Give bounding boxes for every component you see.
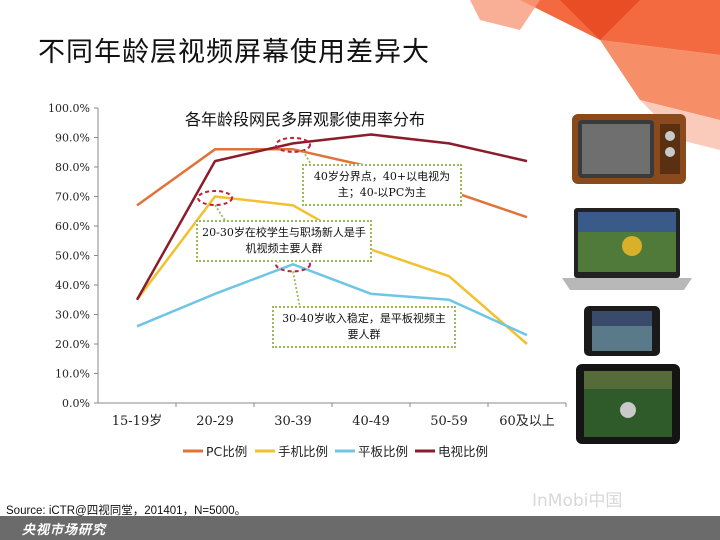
- footer-text: 央视市场研究: [22, 523, 107, 538]
- x-tick-labels: 15-19岁 20-29 30-39 40-49 50-59 60及以上: [112, 414, 555, 429]
- slide-title: 不同年龄层视频屏幕使用差异大: [38, 37, 430, 68]
- annotation-connector: [302, 150, 313, 167]
- tablet-image: [584, 306, 660, 356]
- y-tick-label: 100.0%: [48, 102, 90, 115]
- tv-image: [572, 114, 686, 184]
- x-tick-label: 30-39: [274, 414, 311, 429]
- y-tick-label: 80.0%: [55, 161, 90, 174]
- legend-label: 平板比例: [358, 444, 408, 459]
- source-note: Source: iCTR@四视同堂，201401，N=5000。: [6, 505, 247, 517]
- y-tick-label: 10.0%: [55, 368, 90, 381]
- footer-bar: 央视市场研究: [0, 516, 720, 540]
- x-tick-label: 50-59: [430, 414, 467, 429]
- y-tick-label: 30.0%: [55, 309, 90, 322]
- highlight-circle: [197, 189, 233, 206]
- annotation-40-split: 40岁分界点，40+以电视为主；40-以PC为主: [302, 164, 462, 206]
- y-tick-label: 70.0%: [55, 191, 90, 204]
- laptop-image: [562, 208, 692, 290]
- highlight-circle: [275, 136, 311, 153]
- annotation-tablet-group: 30-40岁收入稳定，是平板视频主要人群: [272, 306, 456, 348]
- x-tick-label: 15-19岁: [112, 414, 162, 429]
- annotation-mobile-group: 20-30岁在校学生与职场新人是手机视频主要人群: [196, 220, 372, 262]
- series-line-3: [135, 133, 528, 301]
- y-tick-label: 40.0%: [55, 279, 90, 292]
- series-line-2: [136, 263, 528, 337]
- y-tick-label: 50.0%: [55, 250, 90, 263]
- legend: PC比例 手机比例 平板比例 电视比例: [183, 444, 488, 459]
- x-tick-label: 20-29: [196, 414, 233, 429]
- decorative-shapes: [470, 0, 720, 150]
- y-tick-label: 60.0%: [55, 220, 90, 233]
- y-tick-labels: 0.0% 10.0% 20.0% 30.0% 40.0% 50.0% 60.0% 70.0% 8…: [48, 102, 90, 410]
- chart-title: 各年龄段网民多屏观影使用率分布: [185, 110, 425, 129]
- series-line-0: [136, 148, 528, 219]
- x-tick-label: 60及以上: [499, 414, 555, 429]
- x-tick-label: 40-49: [352, 414, 389, 429]
- watermark: InMobi中国: [532, 491, 623, 511]
- y-tick-label: 0.0%: [62, 397, 90, 410]
- annotation-connectors: [214, 150, 313, 309]
- legend-label: 手机比例: [278, 444, 328, 459]
- y-tick-label: 90.0%: [55, 132, 90, 145]
- annotation-connector: [292, 271, 301, 309]
- legend-label: PC比例: [206, 444, 247, 459]
- large-tablet-image: [576, 364, 680, 444]
- legend-label: 电视比例: [438, 444, 488, 459]
- annotation-connector: [214, 204, 227, 223]
- y-tick-label: 20.0%: [55, 338, 90, 351]
- chart-axes: [94, 107, 567, 407]
